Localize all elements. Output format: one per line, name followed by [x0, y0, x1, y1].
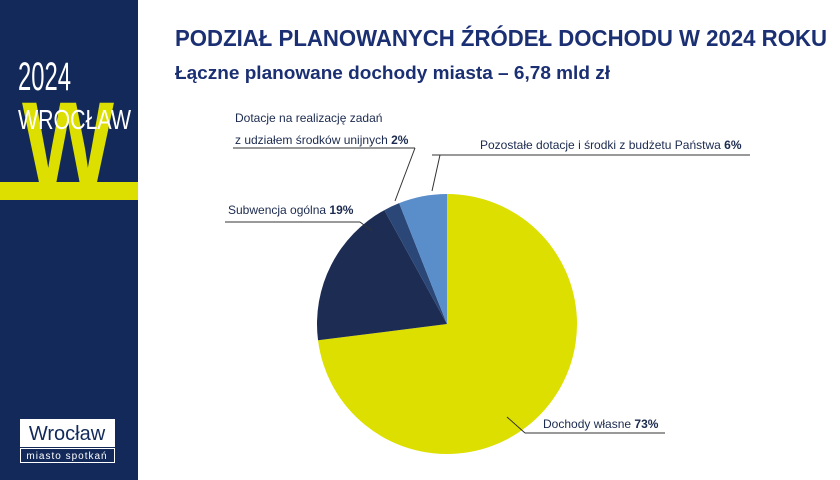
- pie-slice: [317, 210, 447, 341]
- slice-label: Dotacje na realizację zadań z udziałem ś…: [235, 107, 408, 151]
- pie-slice: [384, 203, 447, 324]
- logo: Wrocław: [29, 423, 106, 445]
- sidebar-bar: [0, 182, 138, 200]
- leader-line: [506, 416, 526, 434]
- slice-label: Subwencja ogólna 19%: [228, 199, 353, 221]
- slice-label-name: Subwencja ogólna: [228, 203, 327, 217]
- leader-line: [431, 154, 441, 192]
- pie-slice: [399, 194, 447, 324]
- sidebar-year: 2024: [18, 55, 71, 99]
- chart-subtitle: Łączne planowane dochody miasta – 6,78 m…: [175, 63, 610, 83]
- leader-line: [359, 221, 373, 232]
- slice-value-label: 19%: [329, 203, 354, 217]
- sidebar: [0, 0, 138, 480]
- slice-value-label: 73%: [634, 417, 659, 431]
- slice-value-label: 2%: [391, 133, 409, 147]
- sidebar-city: WROCŁAW: [18, 104, 131, 135]
- slice-value-label: 6%: [724, 138, 742, 152]
- slice-label-name: Pozostałe dotacje i środki z budżetu Pań…: [480, 138, 721, 152]
- slice-label: Dochody własne 73%: [543, 413, 658, 435]
- slice-label-name: Dochody własne: [543, 417, 632, 431]
- logo-box: [20, 419, 115, 447]
- slice-label-name: Dotacje na realizację zadań z udziałem ś…: [235, 111, 388, 147]
- pie-slice: [318, 194, 577, 455]
- slice-label: Pozostałe dotacje i środki z budżetu Pań…: [480, 134, 742, 156]
- leader-line: [394, 147, 416, 202]
- tagline: miasto spotkań: [26, 451, 107, 462]
- chart-title: PODZIAŁ PLANOWANYCH ŹRÓDEŁ DOCHODU W 202…: [175, 24, 827, 51]
- tagline-box: [20, 448, 115, 463]
